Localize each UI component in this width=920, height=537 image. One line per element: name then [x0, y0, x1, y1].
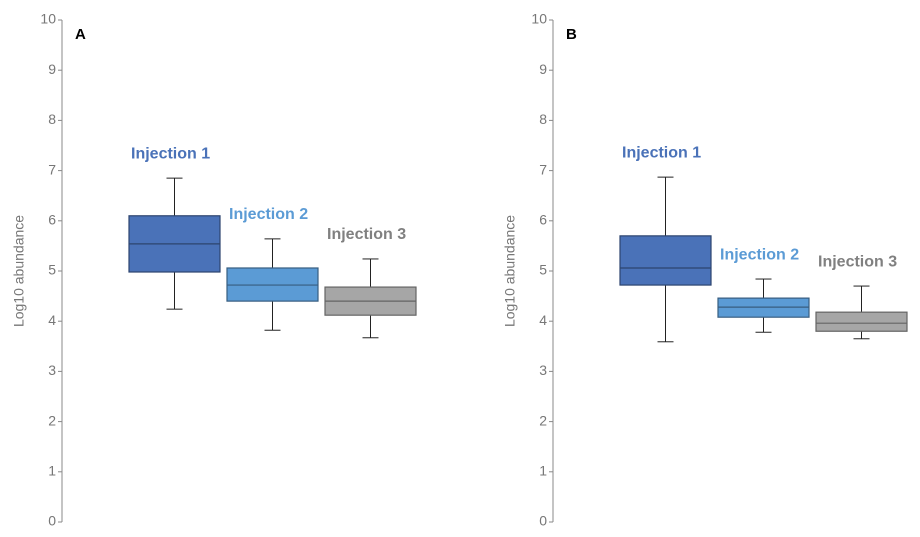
series-label: Injection 1: [622, 144, 701, 161]
y-tick-label: 7: [48, 161, 56, 177]
y-tick-label: 6: [48, 212, 56, 228]
y-tick-label: 3: [48, 362, 56, 378]
y-tick-label: 9: [48, 61, 56, 77]
y-tick-label: 5: [48, 262, 56, 278]
y-tick-label: 6: [539, 212, 547, 228]
y-tick-label: 2: [48, 412, 56, 428]
y-tick-label: 5: [539, 262, 547, 278]
y-tick-label: 3: [539, 362, 547, 378]
y-tick-label: 9: [539, 61, 547, 77]
y-tick-label: 1: [539, 463, 547, 479]
y-tick-label: 1: [48, 463, 56, 479]
series-label: Injection 2: [720, 246, 799, 263]
series-label: Injection 2: [229, 206, 308, 223]
y-tick-label: 8: [539, 111, 547, 127]
y-tick-label: 4: [539, 312, 547, 328]
y-tick-label: 7: [539, 161, 547, 177]
box: [815, 311, 908, 332]
y-tick-label: 10: [40, 11, 56, 27]
panel: 0 1 2 3 4 5 6 7 8 9 10 Log10 abundance A Injection 1 I…: [11, 11, 417, 529]
y-axis-label: Log10 abundance: [11, 215, 27, 327]
y-tick-label: 0: [48, 513, 56, 529]
y-tick-label: 10: [531, 11, 547, 27]
box: [619, 235, 712, 286]
y-tick-label: 4: [48, 312, 56, 328]
series-label: Injection 3: [327, 226, 406, 243]
series-label: Injection 3: [818, 253, 897, 270]
series-label: Injection 1: [131, 145, 210, 162]
panel: 0 1 2 3 4 5 6 7 8 9 10 Log10 abundance B Injection 1 I…: [502, 11, 908, 529]
y-tick-label: 2: [539, 412, 547, 428]
y-tick-label: 8: [48, 111, 56, 127]
panel-label: B: [566, 26, 577, 43]
panel-label: A: [75, 26, 86, 43]
y-axis-label: Log10 abundance: [502, 215, 518, 327]
y-tick-label: 0: [539, 513, 547, 529]
